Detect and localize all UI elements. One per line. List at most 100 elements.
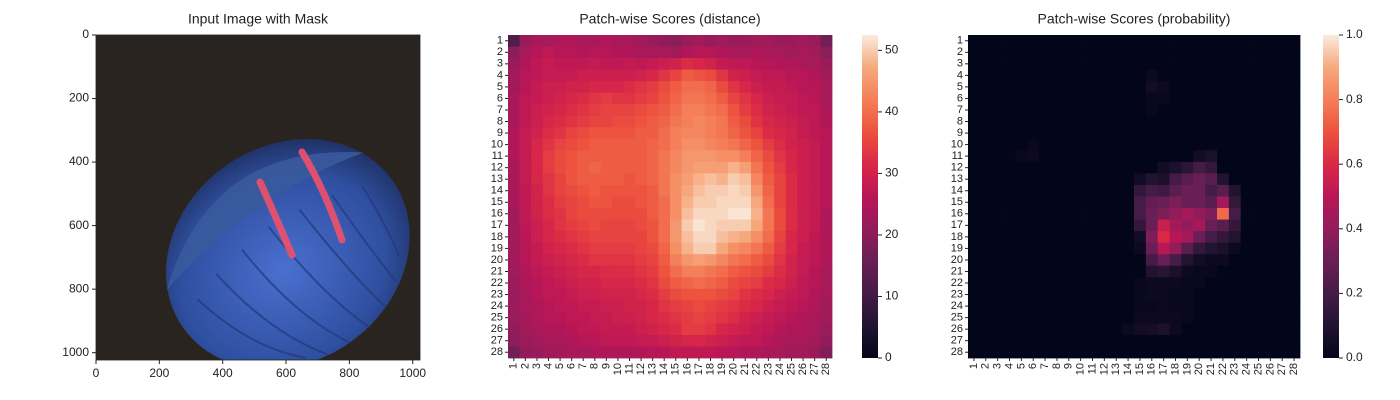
heatmap-cell	[1027, 115, 1040, 128]
heatmap-cell	[1027, 242, 1040, 255]
heatmap-cell	[646, 58, 659, 71]
heatmap-cell	[1193, 265, 1206, 278]
heatmap-cell	[762, 311, 775, 324]
heatmap-cell	[531, 277, 544, 290]
heatmap-cell	[1134, 242, 1147, 255]
heatmap-cell	[1276, 46, 1289, 59]
heatmap-cell	[1288, 300, 1301, 313]
heatmap-cell	[519, 173, 532, 186]
heatmap-cell	[1228, 254, 1242, 267]
heatmap-cell	[554, 334, 567, 347]
heatmap-cell	[1122, 277, 1135, 290]
heatmap-cell	[1027, 138, 1040, 151]
heatmap-cell	[589, 219, 601, 232]
heatmap-cell	[1228, 104, 1242, 117]
heatmap-cell	[1288, 58, 1301, 71]
y-tick-label: 23	[951, 288, 963, 300]
heatmap-cell	[1039, 208, 1052, 220]
heatmap-cell	[1240, 173, 1253, 186]
heatmap-cell	[670, 277, 682, 290]
heatmap-cell	[968, 254, 981, 267]
x-tick-label: 14	[658, 363, 670, 375]
heatmap-cell	[1145, 127, 1159, 140]
heatmap-cell	[1051, 196, 1064, 209]
heatmap-cell	[531, 254, 544, 267]
heatmap-cell	[1110, 127, 1123, 140]
colorbar-tick-label: 0.8	[1346, 92, 1363, 106]
heatmap-cell	[1169, 196, 1182, 209]
heatmap-cell	[1134, 173, 1147, 186]
heatmap-cell	[542, 81, 555, 94]
heatmap-cell	[797, 115, 810, 128]
heatmap-cell	[635, 173, 648, 186]
heatmap-cell	[774, 277, 787, 290]
heatmap-cell	[979, 161, 993, 174]
heatmap-cell	[1240, 311, 1253, 324]
heatmap-cell	[968, 334, 981, 347]
heatmap-cell	[1051, 127, 1064, 140]
heatmap-cell	[577, 35, 590, 47]
heatmap-cell	[991, 277, 1004, 290]
heatmap-cell	[1134, 277, 1147, 290]
heatmap-cell	[1110, 173, 1123, 186]
heatmap-cell	[751, 104, 763, 117]
heatmap-cell	[1074, 196, 1087, 209]
heatmap-cell	[727, 69, 740, 82]
heatmap-cell	[968, 150, 981, 163]
heatmap-cell	[1276, 161, 1289, 174]
y-tick-label: 12	[951, 162, 963, 174]
heatmap-cell	[716, 184, 729, 197]
heatmap-cell	[1062, 196, 1076, 209]
heatmap-cell	[1217, 46, 1230, 59]
heatmap-cell	[1122, 300, 1135, 313]
heatmap-cell	[785, 288, 798, 301]
heatmap-cell	[785, 35, 798, 47]
heatmap-cell	[1205, 35, 1218, 47]
y-tick-label: 16	[491, 208, 503, 220]
heatmap-cell	[1134, 219, 1147, 232]
heatmap-cell	[646, 311, 659, 324]
heatmap-cell	[658, 323, 671, 336]
heatmap-cell	[1062, 323, 1076, 336]
y-tick-label: 15	[491, 196, 503, 208]
heatmap-cell	[1288, 150, 1301, 163]
heatmap-cell	[808, 219, 821, 232]
heatmap-cell	[785, 254, 798, 267]
heatmap-cell	[1145, 92, 1159, 105]
heatmap-cell	[612, 277, 625, 290]
heatmap-cell	[519, 323, 532, 336]
heatmap-cell	[658, 127, 671, 140]
heatmap-cell	[612, 265, 625, 278]
heatmap-cell	[681, 346, 694, 359]
heatmap-cell	[820, 58, 833, 71]
heatmap-cell	[1181, 150, 1194, 163]
heatmap-cell	[1110, 265, 1123, 278]
heatmap-cell	[577, 242, 590, 255]
heatmap-cell	[727, 173, 740, 186]
heatmap-cell	[612, 35, 625, 47]
heatmap-cell	[646, 173, 659, 186]
heatmap-cell	[1181, 115, 1194, 128]
heatmap-cell	[1134, 265, 1147, 278]
heatmap-cell	[635, 311, 648, 324]
heatmap-cell	[1252, 231, 1265, 244]
heatmap-cell	[1217, 254, 1230, 267]
heatmap-cell	[554, 219, 567, 232]
heatmap-cell	[1228, 265, 1242, 278]
heatmap-cell	[808, 115, 821, 128]
heatmap-cell	[1228, 46, 1242, 59]
heatmap-cell	[727, 92, 740, 105]
heatmap-cell	[1145, 254, 1159, 267]
y-tick-label: 24	[491, 300, 503, 312]
heatmap-cell	[1027, 288, 1040, 301]
heatmap-cell	[1003, 173, 1016, 186]
heatmap-cell	[565, 58, 578, 71]
heatmap-cell	[635, 277, 648, 290]
heatmap-cell	[612, 208, 625, 220]
heatmap-cell	[531, 161, 544, 174]
heatmap-cell	[658, 46, 671, 59]
chart-title: Patch-wise Scores (probability)	[1038, 11, 1231, 27]
heatmap-cell	[1264, 323, 1277, 336]
heatmap-cell	[658, 35, 671, 47]
heatmap-cell	[1074, 219, 1087, 232]
